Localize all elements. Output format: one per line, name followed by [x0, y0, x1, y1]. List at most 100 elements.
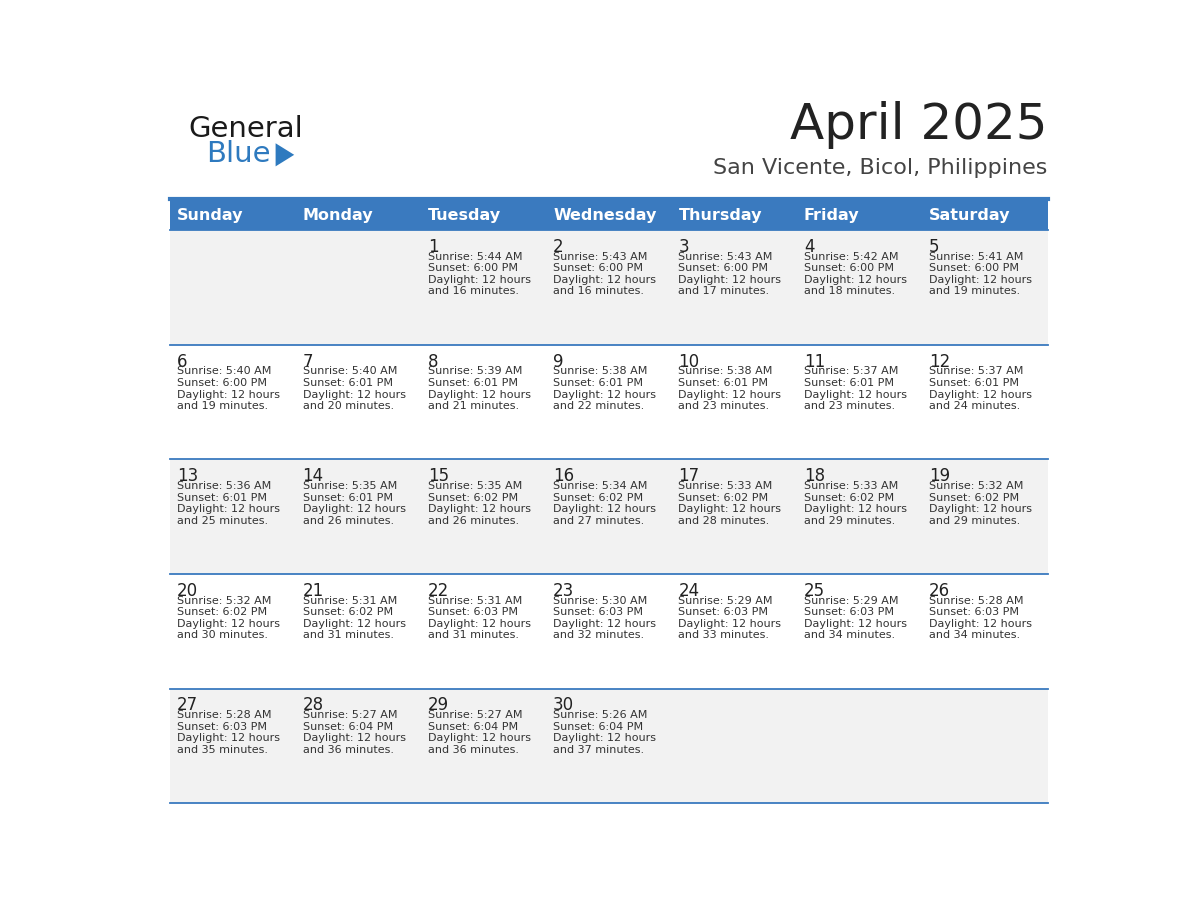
Text: Daylight: 12 hours: Daylight: 12 hours — [929, 274, 1032, 285]
Text: Sunrise: 5:31 AM: Sunrise: 5:31 AM — [303, 596, 397, 606]
Text: Daylight: 12 hours: Daylight: 12 hours — [678, 504, 782, 514]
Text: Sunrise: 5:33 AM: Sunrise: 5:33 AM — [678, 481, 772, 491]
Text: Sunrise: 5:41 AM: Sunrise: 5:41 AM — [929, 252, 1024, 262]
Text: and 33 minutes.: and 33 minutes. — [678, 631, 770, 640]
Text: Wednesday: Wednesday — [554, 208, 657, 223]
Text: Sunrise: 5:33 AM: Sunrise: 5:33 AM — [804, 481, 898, 491]
Text: 29: 29 — [428, 696, 449, 714]
Bar — [170, 459, 1048, 574]
Text: Daylight: 12 hours: Daylight: 12 hours — [929, 389, 1032, 399]
Text: Daylight: 12 hours: Daylight: 12 hours — [554, 733, 656, 744]
Text: 28: 28 — [303, 696, 323, 714]
Text: Thursday: Thursday — [678, 208, 762, 223]
Text: and 19 minutes.: and 19 minutes. — [929, 286, 1020, 297]
Text: Sunrise: 5:28 AM: Sunrise: 5:28 AM — [929, 596, 1024, 606]
Text: Sunset: 6:02 PM: Sunset: 6:02 PM — [804, 493, 893, 502]
Text: Daylight: 12 hours: Daylight: 12 hours — [177, 619, 280, 629]
Text: Daylight: 12 hours: Daylight: 12 hours — [177, 733, 280, 744]
Text: Sunset: 6:01 PM: Sunset: 6:01 PM — [804, 378, 893, 388]
Text: Sunset: 6:03 PM: Sunset: 6:03 PM — [804, 607, 893, 617]
Text: 20: 20 — [177, 582, 198, 599]
Text: Sunrise: 5:34 AM: Sunrise: 5:34 AM — [554, 481, 647, 491]
Text: Blue: Blue — [206, 140, 271, 168]
Text: Daylight: 12 hours: Daylight: 12 hours — [428, 389, 531, 399]
Text: Sunset: 6:02 PM: Sunset: 6:02 PM — [929, 493, 1019, 502]
Text: and 29 minutes.: and 29 minutes. — [804, 516, 895, 526]
Text: Sunrise: 5:38 AM: Sunrise: 5:38 AM — [554, 366, 647, 376]
Text: and 32 minutes.: and 32 minutes. — [554, 631, 644, 640]
Text: Sunrise: 5:37 AM: Sunrise: 5:37 AM — [804, 366, 898, 376]
Text: 6: 6 — [177, 353, 188, 371]
Text: Sunrise: 5:37 AM: Sunrise: 5:37 AM — [929, 366, 1024, 376]
Text: Sunset: 6:00 PM: Sunset: 6:00 PM — [177, 378, 267, 388]
Bar — [170, 201, 1048, 230]
Text: and 23 minutes.: and 23 minutes. — [678, 401, 770, 411]
Text: 10: 10 — [678, 353, 700, 371]
Text: 1: 1 — [428, 238, 438, 256]
Text: 23: 23 — [554, 582, 575, 599]
Text: Sunset: 6:01 PM: Sunset: 6:01 PM — [554, 378, 643, 388]
Text: Daylight: 12 hours: Daylight: 12 hours — [177, 389, 280, 399]
Text: Sunset: 6:02 PM: Sunset: 6:02 PM — [554, 493, 643, 502]
Text: Daylight: 12 hours: Daylight: 12 hours — [554, 619, 656, 629]
Text: and 34 minutes.: and 34 minutes. — [804, 631, 895, 640]
Text: and 27 minutes.: and 27 minutes. — [554, 516, 644, 526]
Text: San Vicente, Bicol, Philippines: San Vicente, Bicol, Philippines — [713, 158, 1048, 178]
Text: April 2025: April 2025 — [790, 101, 1048, 149]
Text: 17: 17 — [678, 467, 700, 485]
Text: Daylight: 12 hours: Daylight: 12 hours — [804, 389, 906, 399]
Text: 12: 12 — [929, 353, 950, 371]
Text: Sunrise: 5:38 AM: Sunrise: 5:38 AM — [678, 366, 773, 376]
Text: and 31 minutes.: and 31 minutes. — [303, 631, 393, 640]
Text: Sunrise: 5:27 AM: Sunrise: 5:27 AM — [303, 711, 397, 720]
Text: Daylight: 12 hours: Daylight: 12 hours — [428, 504, 531, 514]
Text: 2: 2 — [554, 238, 564, 256]
Text: Sunrise: 5:43 AM: Sunrise: 5:43 AM — [554, 252, 647, 262]
Text: Sunrise: 5:29 AM: Sunrise: 5:29 AM — [678, 596, 773, 606]
Text: Daylight: 12 hours: Daylight: 12 hours — [428, 274, 531, 285]
Text: 14: 14 — [303, 467, 323, 485]
Text: and 20 minutes.: and 20 minutes. — [303, 401, 393, 411]
Text: Daylight: 12 hours: Daylight: 12 hours — [804, 619, 906, 629]
Text: and 26 minutes.: and 26 minutes. — [303, 516, 393, 526]
Text: and 25 minutes.: and 25 minutes. — [177, 516, 268, 526]
Text: General: General — [189, 116, 304, 143]
Text: Sunset: 6:01 PM: Sunset: 6:01 PM — [303, 378, 392, 388]
Text: Sunset: 6:02 PM: Sunset: 6:02 PM — [303, 607, 392, 617]
Text: Sunrise: 5:32 AM: Sunrise: 5:32 AM — [929, 481, 1024, 491]
Polygon shape — [276, 143, 295, 166]
Text: Daylight: 12 hours: Daylight: 12 hours — [678, 389, 782, 399]
Text: 24: 24 — [678, 582, 700, 599]
Text: Tuesday: Tuesday — [428, 208, 501, 223]
Bar — [170, 688, 1048, 803]
Text: and 36 minutes.: and 36 minutes. — [428, 744, 519, 755]
Text: Sunset: 6:00 PM: Sunset: 6:00 PM — [428, 263, 518, 274]
Text: Sunrise: 5:40 AM: Sunrise: 5:40 AM — [177, 366, 272, 376]
Text: Sunrise: 5:40 AM: Sunrise: 5:40 AM — [303, 366, 397, 376]
Text: 22: 22 — [428, 582, 449, 599]
Text: and 17 minutes.: and 17 minutes. — [678, 286, 770, 297]
Text: Monday: Monday — [303, 208, 373, 223]
Text: 13: 13 — [177, 467, 198, 485]
Text: and 34 minutes.: and 34 minutes. — [929, 631, 1020, 640]
Text: Sunset: 6:03 PM: Sunset: 6:03 PM — [428, 607, 518, 617]
Text: Sunset: 6:00 PM: Sunset: 6:00 PM — [678, 263, 769, 274]
Text: and 23 minutes.: and 23 minutes. — [804, 401, 895, 411]
Text: Daylight: 12 hours: Daylight: 12 hours — [177, 504, 280, 514]
Text: Sunrise: 5:28 AM: Sunrise: 5:28 AM — [177, 711, 272, 720]
Text: Sunset: 6:00 PM: Sunset: 6:00 PM — [929, 263, 1019, 274]
Text: Sunset: 6:01 PM: Sunset: 6:01 PM — [303, 493, 392, 502]
Text: Daylight: 12 hours: Daylight: 12 hours — [804, 274, 906, 285]
Text: Daylight: 12 hours: Daylight: 12 hours — [804, 504, 906, 514]
Text: Sunset: 6:04 PM: Sunset: 6:04 PM — [303, 722, 392, 732]
Text: 18: 18 — [804, 467, 824, 485]
Text: and 29 minutes.: and 29 minutes. — [929, 516, 1020, 526]
Text: 21: 21 — [303, 582, 324, 599]
Text: 25: 25 — [804, 582, 824, 599]
Text: Sunset: 6:00 PM: Sunset: 6:00 PM — [554, 263, 643, 274]
Text: Sunset: 6:01 PM: Sunset: 6:01 PM — [929, 378, 1019, 388]
Text: Sunset: 6:04 PM: Sunset: 6:04 PM — [428, 722, 518, 732]
Text: Sunset: 6:00 PM: Sunset: 6:00 PM — [804, 263, 893, 274]
Text: Sunrise: 5:35 AM: Sunrise: 5:35 AM — [428, 481, 522, 491]
Text: Sunset: 6:02 PM: Sunset: 6:02 PM — [177, 607, 267, 617]
